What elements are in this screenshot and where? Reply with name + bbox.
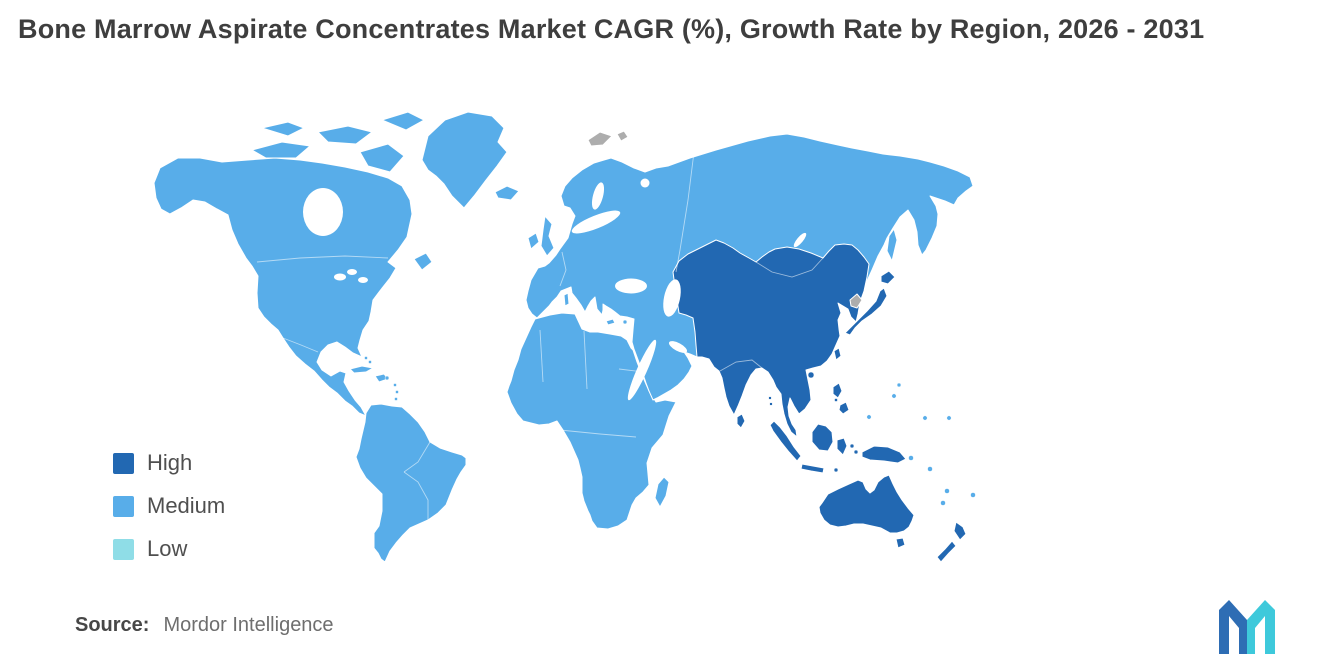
gulf-of-bothnia — [591, 182, 605, 210]
iceland — [494, 185, 520, 201]
tasmania — [895, 537, 906, 549]
baffin-island — [359, 143, 405, 173]
legend-swatch-low — [113, 538, 134, 560]
logo-left-diagonal — [1229, 600, 1247, 654]
crete — [605, 318, 616, 326]
legend-label-high: High — [147, 450, 193, 475]
bahamas — [364, 356, 368, 360]
arctic-island — [251, 141, 311, 159]
source-value: Mordor Intelligence — [163, 614, 334, 636]
madagascar — [654, 476, 670, 508]
legend: High Medium Low — [113, 450, 225, 562]
africa — [506, 312, 677, 530]
legend-swatch-medium — [113, 495, 134, 517]
timor — [833, 467, 839, 473]
australia — [818, 474, 915, 534]
cyprus — [622, 319, 628, 325]
taiwan — [833, 347, 842, 361]
caspian-sea — [663, 279, 681, 317]
svalbard-island — [616, 130, 629, 142]
andaman-islands — [769, 402, 773, 406]
sakhalin — [886, 228, 898, 262]
south-america — [355, 403, 467, 563]
java — [800, 463, 825, 474]
no-data-regions — [587, 130, 863, 309]
logo-left-bar — [1219, 600, 1229, 654]
sri-lanka — [736, 413, 746, 429]
hainan — [807, 371, 815, 379]
new-guinea — [861, 445, 907, 464]
north-america — [153, 157, 413, 417]
moluccas — [853, 449, 859, 455]
white-sea — [640, 178, 650, 188]
svalbard — [587, 131, 613, 147]
red-sea — [627, 339, 657, 401]
legend-item-medium: Medium — [113, 493, 225, 519]
logo-right-bar — [1265, 600, 1275, 654]
greenland — [421, 111, 508, 209]
caribbean-island — [393, 383, 397, 387]
legend-swatch-high — [113, 452, 134, 474]
inland-seas — [303, 178, 807, 401]
arctic-island — [317, 125, 373, 145]
north-korea — [849, 293, 863, 309]
bahamas — [368, 360, 372, 364]
lake-baikal — [793, 232, 807, 248]
country-borders — [256, 151, 824, 520]
andaman-islands — [768, 396, 772, 400]
hudson-bay — [303, 188, 343, 236]
black-sea — [615, 278, 647, 294]
legend-label-low: Low — [147, 536, 188, 561]
new-zealand-north — [953, 521, 967, 541]
legend-label-medium: Medium — [147, 493, 226, 518]
pacific-islands — [866, 382, 976, 506]
great-britain — [540, 215, 555, 257]
source-line: Source: Mordor Intelligence — [75, 614, 334, 637]
sulawesi — [836, 437, 848, 456]
baltic-sea — [571, 210, 621, 234]
asia-pacific-mainland — [672, 239, 870, 438]
sumatra — [769, 420, 802, 462]
great-lake — [347, 269, 357, 275]
caribbean-island — [384, 375, 390, 381]
new-zealand-south — [936, 540, 957, 563]
persian-gulf — [668, 341, 688, 353]
logo-right-diagonal — [1247, 600, 1265, 654]
cuba — [349, 365, 374, 374]
caribbean-island — [395, 390, 399, 394]
philippines-island — [834, 398, 838, 402]
newfoundland — [413, 252, 433, 271]
high-growth-regions — [672, 239, 967, 563]
caribbean-island — [394, 397, 398, 401]
chart-title: Bone Marrow Aspirate Concentrates Market… — [18, 14, 1205, 44]
philippines-mindanao — [838, 401, 850, 415]
japan-hokkaido — [880, 270, 896, 285]
borneo — [811, 423, 834, 452]
mordor-intelligence-logo — [1219, 600, 1275, 654]
ireland — [527, 232, 540, 250]
sardinia — [563, 292, 570, 307]
legend-item-high: High — [113, 450, 225, 476]
japan-honshu — [844, 287, 888, 336]
source-label: Source: — [75, 614, 150, 636]
philippines-luzon — [832, 382, 843, 399]
great-lake — [334, 273, 346, 281]
arctic-island — [261, 121, 305, 137]
ellesmere-island — [381, 111, 425, 131]
great-lake — [358, 277, 368, 283]
moluccas — [849, 443, 855, 449]
legend-item-low: Low — [113, 536, 225, 562]
